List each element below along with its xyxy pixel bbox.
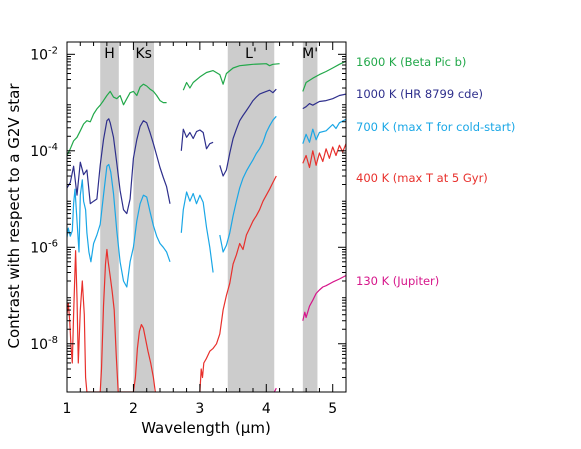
y-tick-label-3: 10-8 [30,335,58,353]
y-tick-label-0: 10-2 [30,45,58,63]
x-tick-label-4: 5 [328,401,337,417]
series-3-line-1 [199,175,277,392]
band-3 [302,42,318,392]
series-2-line-0 [67,163,171,288]
legend-label-1: 1000 K (HR 8799 cde) [356,87,483,101]
y-tick-label-1: 10-4 [30,142,58,160]
series-2-line-2 [219,115,277,253]
band-labels: H Ks L' M' [104,46,318,62]
series-4-line-1 [302,274,346,321]
x-tick-label-2: 3 [195,401,204,417]
series-1-line-1 [180,128,214,151]
x-tick-label-1: 2 [129,401,138,417]
legend-label-3: 400 K (max T at 5 Gyr) [356,171,488,185]
x-tick-label-0: 1 [63,401,72,417]
series-lines [67,60,346,392]
legend-label-4: 130 K (Jupiter) [356,274,439,288]
legend-label-0: 1600 K (Beta Pic b) [356,55,466,69]
x-tick-label-3: 4 [262,401,271,417]
band-2 [227,42,275,392]
series-1-line-2 [219,88,277,177]
band-label-3: M' [302,46,318,62]
series-3-line-0 [67,248,156,392]
series-0-line-0 [67,83,167,156]
series-2-line-3 [302,118,346,144]
y-axis-title: Contrast with respect to a G2V star [5,83,23,349]
series-4-line-0 [273,387,277,392]
series-2-line-1 [180,191,214,273]
band-label-2: L' [245,46,257,62]
y-tick-label-2: 10-6 [30,238,58,256]
band-shading [100,42,318,392]
legend: 1600 K (Beta Pic b) 1000 K (HR 8799 cde) 7… [356,55,515,288]
x-axis-title: Wavelength (μm) [141,419,271,437]
series-3-line-2 [302,143,346,169]
series-0-line-2 [302,60,346,92]
band-label-1: Ks [135,46,151,62]
series-0-line-1 [182,63,280,91]
legend-label-2: 700 K (max T for cold-start) [356,120,515,134]
band-label-0: H [104,46,115,62]
series-1-line-0 [67,118,171,215]
axis-ticks: 1 2 3 4 5 10-2 10-4 10-6 10-8 [30,42,346,417]
plot-frame [66,41,347,393]
series-1-line-3 [302,93,346,110]
